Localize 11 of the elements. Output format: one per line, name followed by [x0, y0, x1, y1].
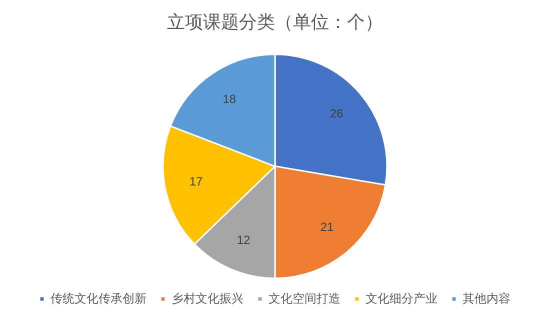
legend-label: 传统文化传承创新 — [50, 291, 146, 306]
legend-label: 文化空间打造 — [268, 291, 340, 306]
legend-label: 乡村文化振兴 — [172, 291, 244, 306]
data-label: 17 — [189, 174, 204, 189]
data-label: 18 — [222, 92, 236, 106]
chart-title: 立项课题分类（单位：个） — [167, 12, 383, 32]
data-label: 26 — [330, 106, 344, 121]
legend-label: 文化细分产业 — [366, 291, 438, 306]
data-label: 21 — [320, 220, 334, 234]
data-label: 12 — [236, 232, 251, 247]
legend-label: 其他内容 — [462, 291, 510, 306]
